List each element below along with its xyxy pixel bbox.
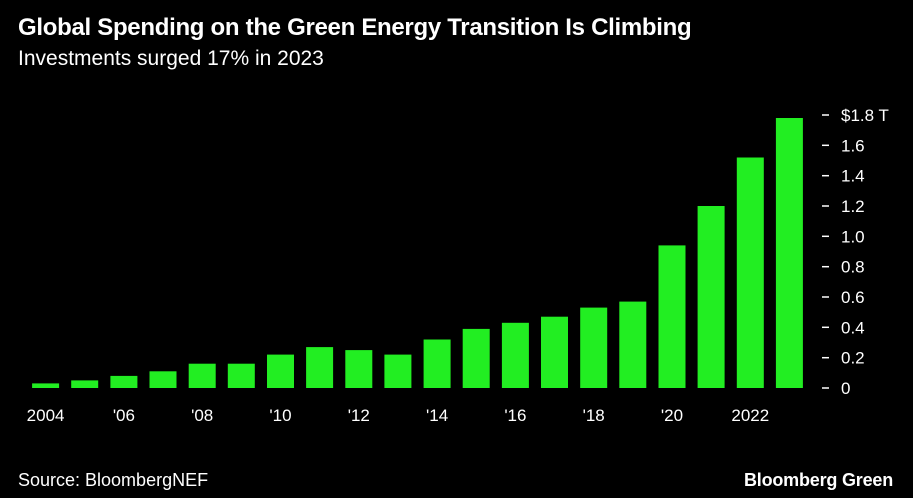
bar-2019 [619, 301, 647, 388]
bar-2012 [345, 350, 373, 388]
bar-2013 [384, 354, 412, 388]
y-tick-label: 0.6 [841, 288, 865, 307]
x-tick-label-2010: '10 [269, 406, 291, 425]
y-tick-label: 0.8 [841, 258, 865, 277]
bar-2004 [32, 383, 60, 388]
x-tick-label-2020: '20 [661, 406, 683, 425]
bar-2010 [267, 354, 294, 388]
bar-2023 [775, 118, 803, 388]
bar-2017 [541, 316, 568, 388]
bar-chart: 2004 '06 '08 '10 '12 '14 '16 '18 '20 2022 $1.8 T 1.… [27, 106, 889, 425]
y-tick-label: 1.0 [841, 227, 865, 246]
x-tick-label-2014: '14 [426, 406, 448, 425]
bar-2018 [580, 307, 608, 388]
x-tick-label-2004: 2004 [27, 406, 65, 425]
bar-2014 [423, 339, 451, 388]
x-tick-label-2022: 2022 [731, 406, 769, 425]
bar-2008 [188, 363, 216, 388]
bar-2020 [658, 245, 686, 388]
bar-2005 [71, 380, 99, 388]
y-tick-label: 0.2 [841, 349, 865, 368]
bar-2011 [306, 347, 334, 388]
y-tick-label: 0.4 [841, 318, 865, 337]
x-tick-label-2012: '12 [348, 406, 370, 425]
y-tick-label: 1.2 [841, 197, 865, 216]
x-tick-label-2006: '06 [113, 406, 135, 425]
bar-2006 [110, 375, 138, 388]
source-note: Source: BloombergNEF [18, 470, 209, 490]
bar-2022 [736, 157, 764, 388]
bar-2015 [462, 328, 490, 388]
y-tick-label: $1.8 T [841, 106, 889, 125]
bar-2021 [697, 206, 725, 388]
chart-subtitle: Investments surged 17% in 2023 [18, 47, 324, 70]
x-tick-label-2016: '16 [504, 406, 526, 425]
x-tick-label-2018: '18 [583, 406, 605, 425]
x-tick-label-2008: '08 [191, 406, 213, 425]
bar-2016 [501, 322, 529, 388]
y-tick-label: 1.4 [841, 167, 865, 186]
chart-title: Global Spending on the Green Energy Tran… [18, 14, 692, 41]
bar-2009 [227, 363, 255, 388]
brand-logo: Bloomberg Green [743, 470, 893, 490]
y-tick-label: 0 [841, 379, 850, 398]
bar-2007 [149, 371, 177, 388]
y-tick-label: 1.6 [841, 136, 865, 155]
